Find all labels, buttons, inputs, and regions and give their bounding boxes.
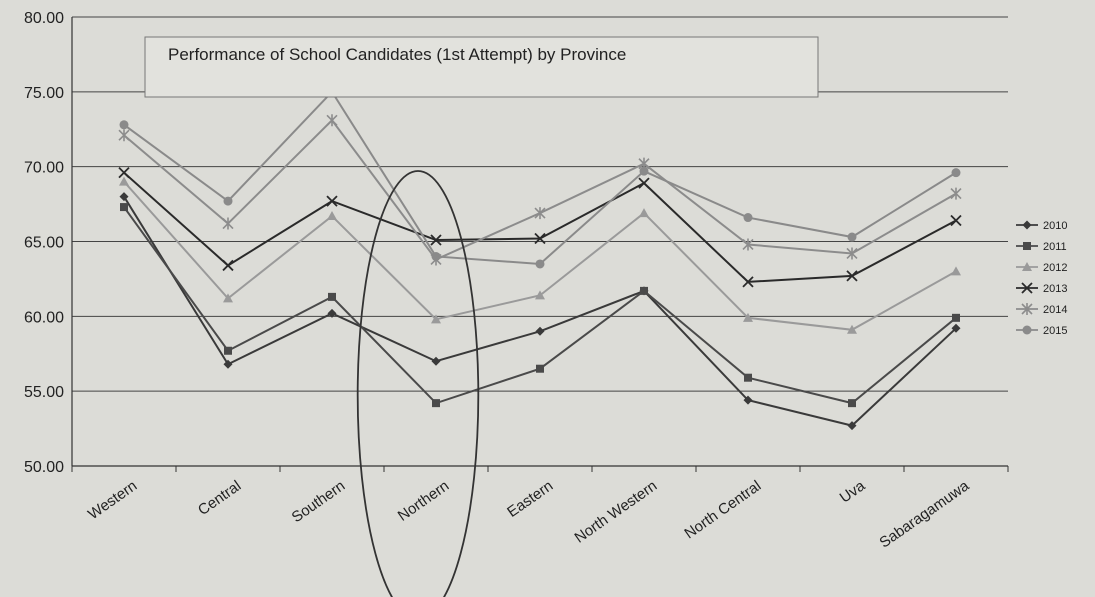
legend-label: 2010 — [1043, 220, 1067, 232]
y-tick-label: 75.00 — [24, 85, 64, 102]
data-point — [119, 192, 129, 202]
legend-item: 2015 — [1016, 325, 1067, 337]
data-point — [639, 208, 649, 218]
series-2012 — [119, 176, 961, 334]
y-tick-label: 50.00 — [24, 459, 64, 476]
y-tick-label: 70.00 — [24, 160, 64, 177]
data-point — [742, 238, 754, 251]
data-point — [951, 168, 961, 178]
series-2011 — [120, 203, 960, 408]
data-point — [536, 364, 544, 373]
series-2013 — [118, 167, 962, 288]
data-point — [951, 323, 961, 333]
data-point — [326, 114, 338, 127]
data-point — [430, 234, 442, 246]
data-point — [846, 247, 858, 260]
data-point — [742, 276, 754, 288]
data-point — [431, 356, 441, 366]
data-point — [222, 217, 234, 230]
series-lines — [118, 87, 962, 431]
data-point — [640, 286, 648, 295]
data-point — [326, 195, 338, 207]
data-point — [535, 290, 545, 300]
annotation-ellipse-group — [356, 170, 480, 597]
y-tick-label: 80.00 — [24, 10, 64, 27]
data-point — [431, 251, 441, 261]
data-point — [1022, 220, 1032, 230]
data-point — [222, 259, 234, 272]
data-point — [952, 313, 960, 322]
legend-item: 2012 — [1016, 262, 1067, 274]
data-point — [848, 399, 856, 408]
data-point — [328, 292, 336, 301]
data-point — [951, 266, 961, 276]
data-point — [743, 213, 753, 223]
data-point — [743, 312, 753, 322]
legend-item: 2013 — [1016, 282, 1067, 295]
data-point — [1023, 242, 1031, 250]
y-tick-label: 55.00 — [24, 384, 64, 401]
data-point — [1021, 303, 1033, 315]
data-point — [638, 177, 650, 189]
data-point — [431, 314, 441, 324]
legend-label: 2011 — [1043, 241, 1067, 253]
y-tick-label: 60.00 — [24, 309, 64, 326]
data-point — [118, 129, 130, 142]
data-point — [744, 373, 752, 382]
data-point — [743, 395, 753, 405]
data-point — [119, 120, 129, 130]
data-point — [223, 196, 233, 206]
axes — [71, 17, 1009, 472]
y-tick-label: 65.00 — [24, 235, 64, 252]
legend-item: 2011 — [1016, 241, 1067, 253]
data-point — [327, 308, 337, 318]
legend-item: 2010 — [1016, 220, 1067, 232]
data-point — [327, 211, 337, 221]
legend-label: 2015 — [1043, 325, 1067, 337]
data-point — [534, 232, 546, 245]
series-2014 — [118, 114, 962, 266]
data-point — [847, 324, 857, 334]
legend-label: 2014 — [1043, 304, 1067, 316]
data-point — [223, 359, 233, 369]
y-tick-labels: 50.00 55.00 60.00 65.00 70.00 75.00 80.00 — [24, 10, 64, 476]
chart-title: Performance of School Candidates (1st At… — [168, 45, 626, 64]
data-point — [535, 326, 545, 336]
data-point — [224, 346, 232, 355]
data-point — [535, 259, 545, 269]
data-point — [120, 203, 128, 212]
legend: 2010 2011 2012 2013 2014 2015 — [1016, 220, 1067, 337]
data-point — [847, 421, 857, 431]
data-point — [534, 207, 546, 220]
data-point — [1022, 262, 1032, 271]
legend-item: 2014 — [1016, 303, 1067, 316]
title-box: Performance of School Candidates (1st At… — [144, 36, 819, 98]
data-point — [1022, 325, 1032, 335]
data-point — [1021, 282, 1033, 294]
legend-label: 2012 — [1043, 262, 1067, 274]
data-point — [847, 232, 857, 242]
data-point — [119, 176, 129, 186]
legend-label: 2013 — [1043, 283, 1067, 295]
data-point — [223, 293, 233, 303]
data-point — [950, 214, 962, 227]
data-point — [639, 166, 649, 176]
annotation-ellipse — [356, 170, 480, 597]
data-point — [846, 270, 858, 282]
data-point — [432, 399, 440, 408]
data-point — [118, 167, 130, 179]
data-point — [950, 187, 962, 200]
